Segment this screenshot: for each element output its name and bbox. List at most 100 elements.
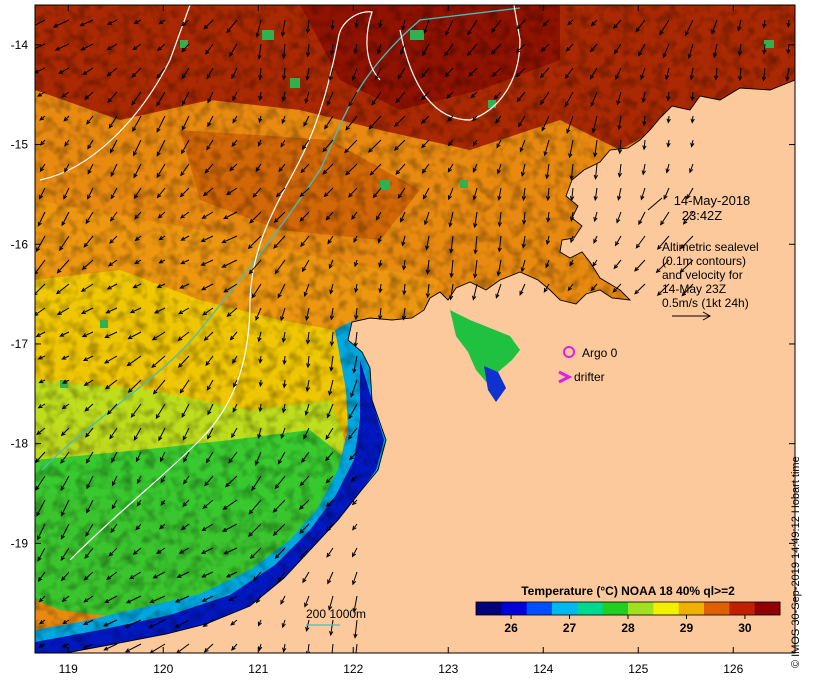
velocity-arrowhead — [180, 525, 186, 531]
velocity-arrow — [250, 547, 262, 559]
velocity-arrowhead — [158, 20, 164, 25]
velocity-arrow — [302, 571, 310, 583]
velocity-arrow — [449, 211, 454, 227]
velocity-arrow — [82, 331, 94, 337]
velocity-arrow — [110, 163, 118, 177]
velocity-arrow — [61, 571, 70, 581]
velocity-arrowhead — [80, 46, 86, 51]
land — [66, 80, 795, 653]
velocity-arrowhead — [104, 598, 110, 604]
velocity-arrow — [36, 427, 46, 435]
velocity-arrowhead — [613, 49, 619, 55]
velocity-arrowhead — [325, 215, 331, 221]
velocity-arrowhead — [183, 479, 188, 485]
velocity-arrowhead — [329, 50, 335, 56]
velocity-arrowhead — [378, 288, 383, 294]
velocity-arrowhead — [280, 599, 285, 605]
velocity-arrow — [444, 43, 454, 57]
velocity-arrowhead — [281, 54, 287, 60]
velocity-arrowhead — [449, 272, 454, 279]
velocity-arrow — [232, 355, 238, 364]
velocity-arrowhead — [156, 73, 161, 79]
velocity-arrowhead — [301, 458, 306, 463]
velocity-arrow — [153, 379, 166, 395]
velocity-arrowhead — [181, 47, 186, 53]
velocity-arrowhead — [425, 293, 431, 299]
velocity-arrowhead — [446, 94, 451, 99]
velocity-arrowhead — [248, 509, 254, 515]
velocity-arrow — [394, 115, 406, 127]
velocity-arrow — [232, 91, 238, 101]
velocity-arrow — [278, 451, 286, 464]
colorbar-segment — [476, 602, 502, 615]
velocity-arrow — [657, 235, 670, 250]
velocity-arrowhead — [60, 486, 65, 492]
velocity-legend: Altimetric sealevel (0.1m contours) and … — [662, 240, 759, 321]
velocity-arrowhead — [592, 262, 597, 268]
velocity-arrow — [634, 283, 646, 295]
velocity-arrowhead — [272, 507, 278, 513]
velocity-arrowhead — [564, 102, 569, 108]
velocity-arrow — [541, 43, 550, 52]
velocity-arrow — [376, 211, 382, 221]
velocity-arrowhead — [129, 309, 135, 314]
velocity-arrow — [325, 475, 334, 484]
velocity-arrow — [160, 475, 166, 483]
velocity-arrow — [259, 403, 262, 412]
velocity-arrow — [104, 643, 118, 651]
velocity-arrow — [84, 403, 94, 412]
velocity-arrowhead — [79, 22, 85, 27]
velocity-arrowhead — [133, 19, 139, 25]
velocity-arrow — [300, 475, 310, 486]
velocity-arrowhead — [249, 218, 255, 224]
velocity-arrow — [109, 427, 118, 439]
velocity-arrow — [107, 43, 118, 51]
velocity-arrow — [277, 571, 286, 582]
velocity-arrowhead — [52, 23, 58, 28]
velocity-arrowhead — [59, 332, 65, 337]
velocity-arrowhead — [305, 315, 310, 322]
velocity-arrowhead — [616, 100, 621, 106]
colorbar-segment — [577, 602, 604, 615]
velocity-arrow — [786, 67, 790, 81]
velocity-arrowhead — [85, 219, 90, 225]
velocity-arrow — [681, 283, 694, 296]
sealevel-contour-3 — [399, 5, 521, 121]
velocity-arrow — [232, 403, 238, 412]
velocity-arrowhead — [39, 194, 44, 200]
velocity-arrow — [282, 91, 286, 101]
velocity-arrow — [283, 43, 286, 59]
velocity-arrow — [498, 211, 502, 227]
cloud-speckles — [60, 30, 774, 388]
velocity-arrow — [354, 43, 358, 54]
velocity-arrow — [445, 67, 454, 77]
velocity-arrow — [249, 211, 262, 224]
velocity-arrowhead — [39, 116, 45, 121]
velocity-arrowhead — [35, 332, 41, 337]
velocity-arrow — [178, 307, 190, 315]
velocity-arrow — [86, 115, 94, 125]
velocity-arrow — [158, 211, 166, 219]
velocity-arrowhead — [181, 149, 186, 155]
velocity-arrowhead — [80, 310, 86, 315]
velocity-arrowhead — [493, 94, 499, 100]
velocity-arrow — [252, 187, 262, 198]
velocity-arrowhead — [38, 379, 44, 384]
velocity-arrow — [666, 163, 670, 173]
velocity-arrowhead — [37, 92, 43, 97]
velocity-arrowhead — [83, 598, 89, 603]
x-tick-label: 123 — [438, 662, 458, 676]
velocity-arrow — [175, 619, 190, 628]
velocity-arrowhead — [326, 413, 331, 419]
velocity-arrowhead — [200, 286, 206, 291]
velocity-arrow — [474, 235, 478, 254]
velocity-arrowhead — [132, 550, 138, 555]
velocity-arrowhead — [107, 98, 112, 103]
velocity-arrowhead — [233, 382, 238, 388]
velocity-arrowhead — [87, 169, 92, 175]
velocity-arrow — [202, 211, 214, 219]
velocity-arrow — [371, 91, 382, 106]
velocity-arrowhead — [375, 215, 381, 221]
velocity-arrow — [255, 451, 262, 465]
velocity-arrowhead — [82, 357, 88, 362]
